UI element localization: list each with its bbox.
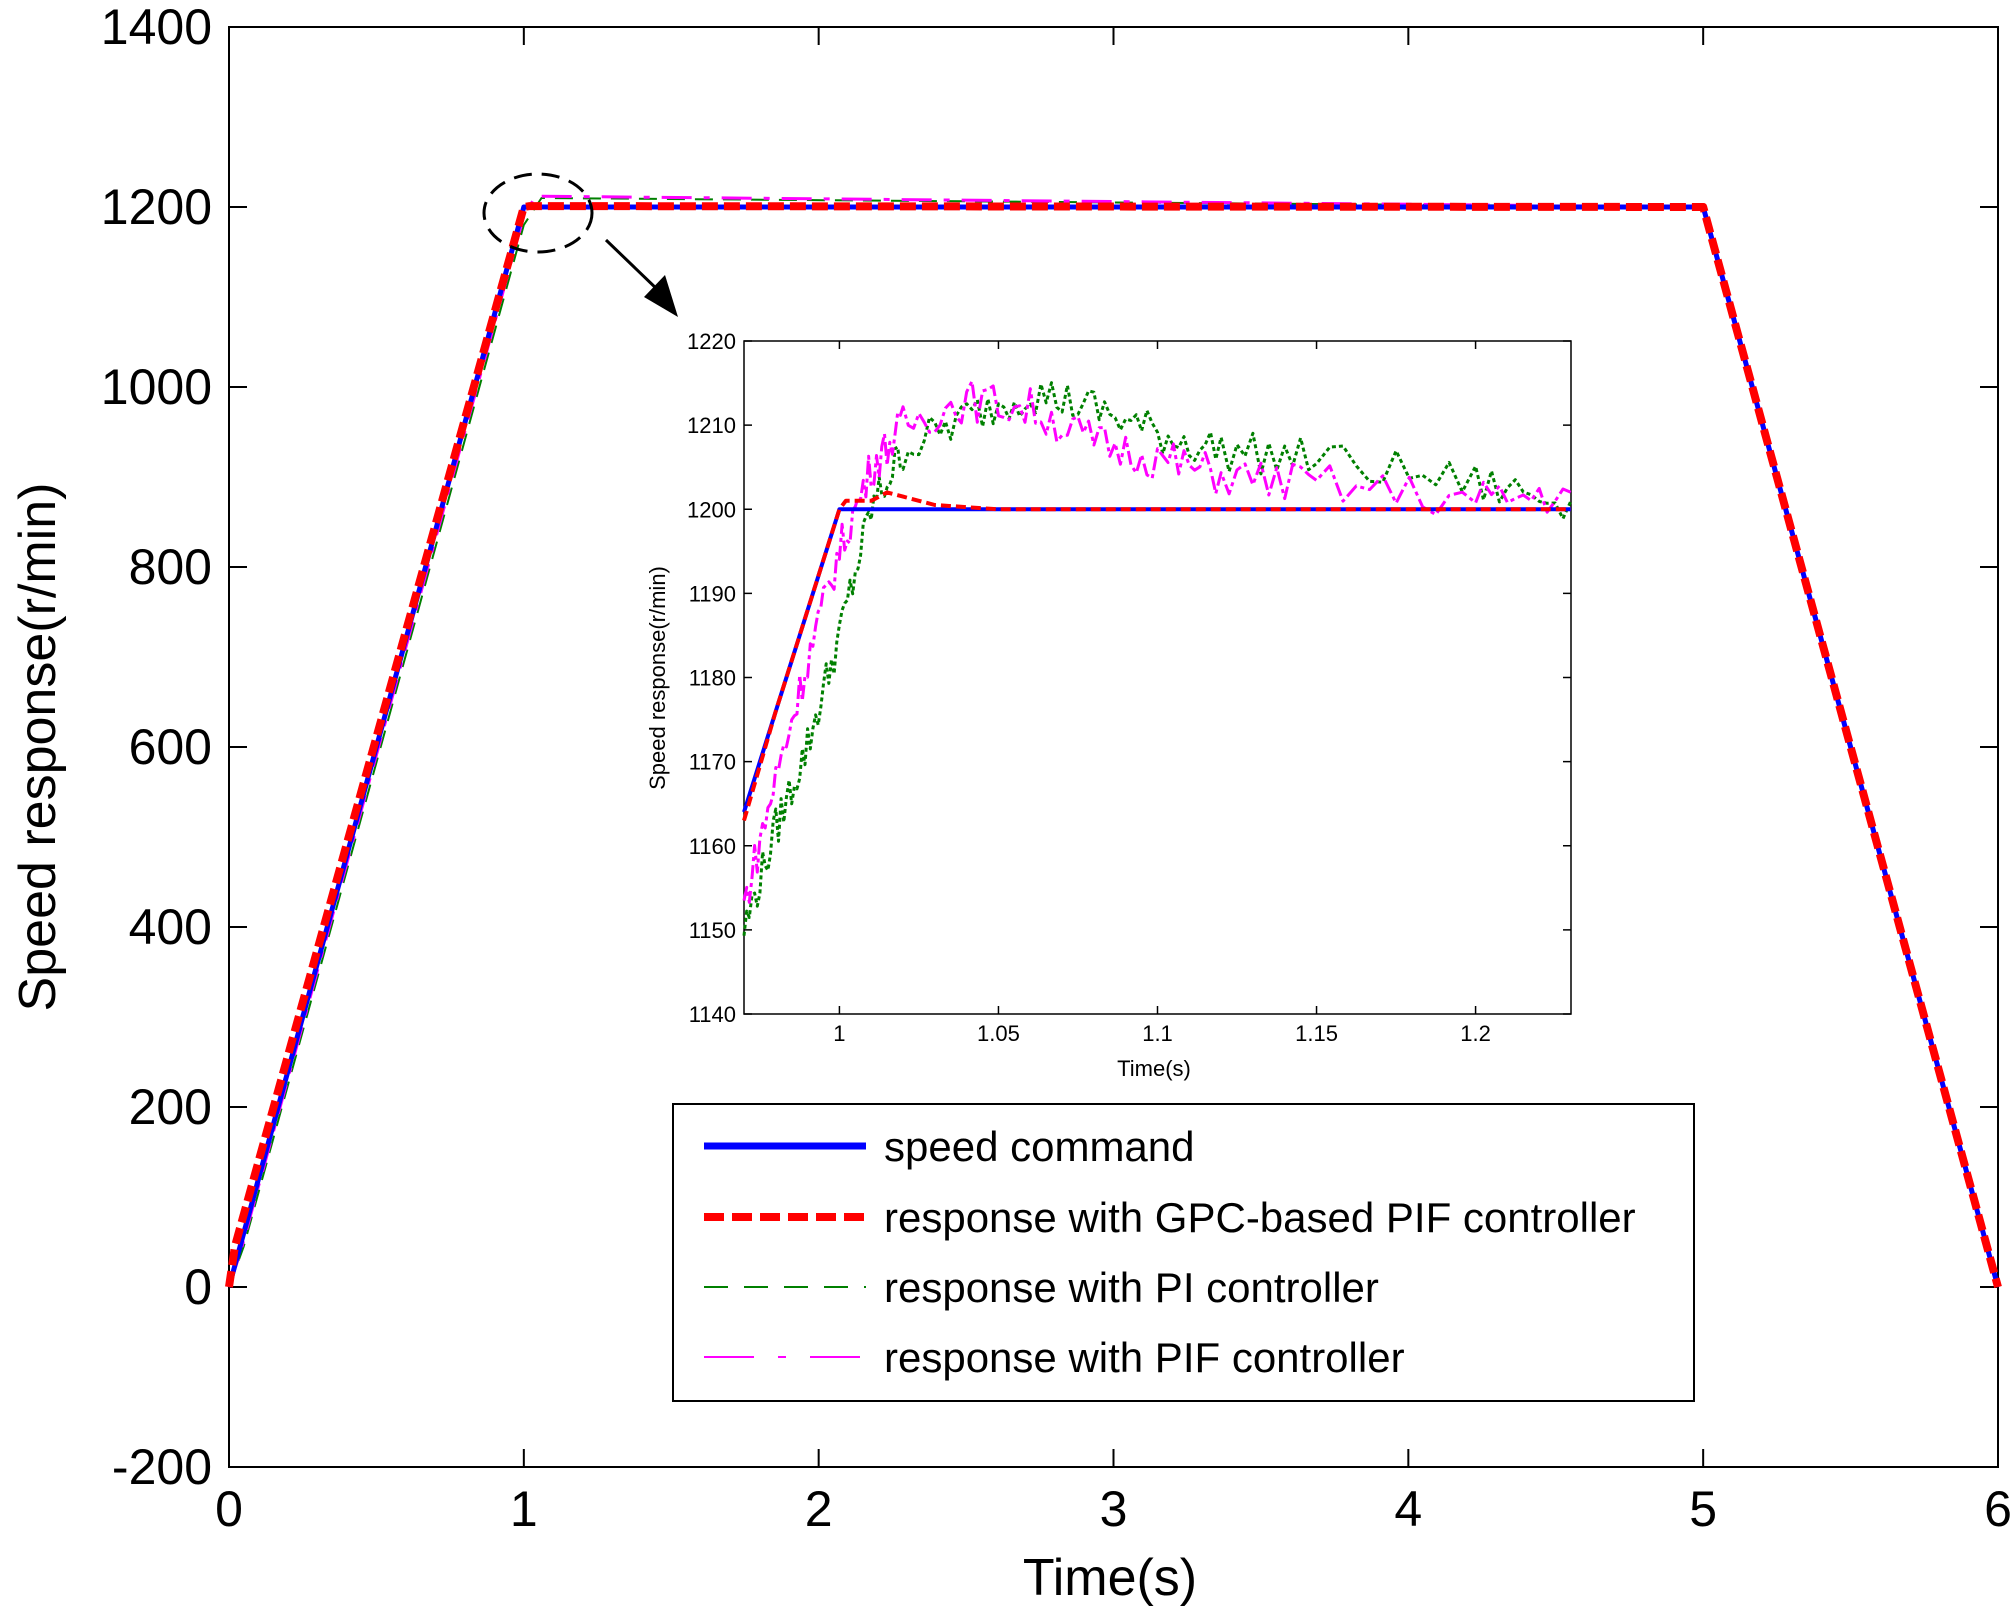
inset-ytick-label: 1180: [689, 666, 736, 691]
inset-xtick-label: 1.05: [977, 1021, 1020, 1046]
inset-series-gpc-pif: [742, 490, 1571, 822]
inset-ytick-label: 1170: [689, 750, 736, 775]
inset-ytick-label: 1220: [687, 329, 736, 354]
main-ytick-label: 600: [129, 719, 212, 775]
main-ytick-label: -200: [112, 1439, 212, 1495]
main-xtick-label: 3: [1100, 1481, 1128, 1537]
inset-ylabel: Speed response(r/min): [645, 566, 670, 790]
inset-ytick-label: 1210: [687, 413, 736, 438]
inset-ticks: 1 1.05 1.1 1.15 1.2 1140 1150 1160 1170 1180 1190 1…: [687, 329, 1571, 1046]
main-xtick-label: 4: [1394, 1481, 1422, 1537]
main-ytick-label: 1400: [101, 0, 212, 55]
inset-plot-frame: [743, 340, 1572, 1015]
inset-xtick-label: 1.15: [1295, 1021, 1338, 1046]
inset-xlabel: Time(s): [1117, 1056, 1191, 1081]
inset-xtick-label: 1: [833, 1021, 845, 1046]
main-xtick-label: 5: [1689, 1481, 1717, 1537]
main-ytick-label: 800: [129, 539, 212, 595]
inset-ytick-label: 1190: [689, 581, 736, 606]
main-ylabel: Speed response(r/min): [9, 483, 67, 1012]
zoom-arrow-line: [604, 238, 662, 294]
zoom-ellipse: [482, 172, 594, 254]
inset-ytick-label: 1140: [689, 1002, 736, 1027]
main-ytick-label: 1200: [101, 179, 212, 235]
inset-ytick-label: 1150: [689, 918, 736, 943]
main-ytick-label: 1000: [101, 359, 212, 415]
legend-label-pif: response with PIF controller: [884, 1334, 1405, 1381]
legend-box: [672, 1103, 1695, 1402]
main-xtick-label: 2: [805, 1481, 833, 1537]
inset-series-pif: [742, 379, 1572, 904]
main-ytick-label: 0: [184, 1259, 212, 1315]
main-ytick-label: 400: [129, 899, 212, 955]
main-series: [225, 194, 2002, 1289]
legend-label-gpc-pif: response with GPC-based PIF controller: [884, 1194, 1636, 1241]
main-xtick-label: 6: [1984, 1481, 2012, 1537]
zoom-arrow-head: [644, 275, 678, 317]
main-series-gpc-pif: [225, 202, 2002, 1289]
inset-xtick-label: 1.2: [1460, 1021, 1491, 1046]
inset-xtick-label: 1.1: [1142, 1021, 1173, 1046]
main-xtick-label: 1: [510, 1481, 538, 1537]
main-ytick-label: 200: [129, 1079, 212, 1135]
inset-series-pi: [742, 381, 1573, 936]
legend-label-pi: response with PI controller: [884, 1264, 1379, 1311]
inset-series: [742, 379, 1573, 936]
main-xtick-label: 0: [215, 1481, 243, 1537]
main-xlabel: Time(s): [1023, 1549, 1197, 1607]
inset-ytick-label: 1200: [687, 497, 736, 522]
main-series-pi: [228, 197, 1999, 1288]
legend-label-speed-command: speed command: [884, 1123, 1195, 1170]
inset-ytick-label: 1160: [689, 834, 736, 859]
